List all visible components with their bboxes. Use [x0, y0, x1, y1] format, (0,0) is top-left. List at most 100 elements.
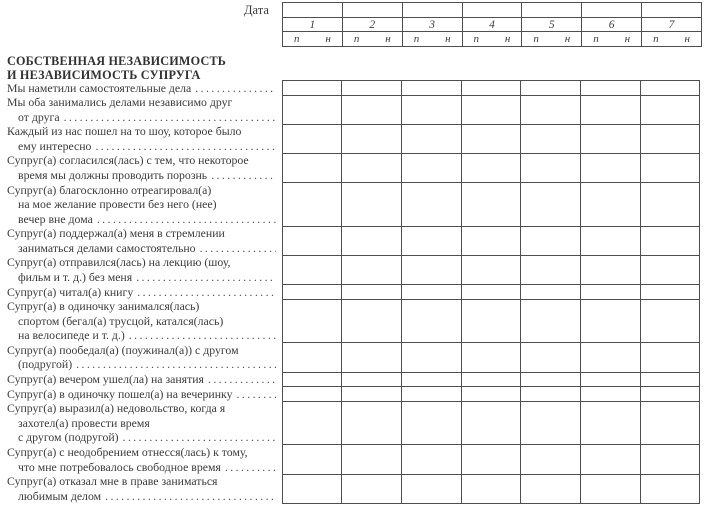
score-cell	[520, 225, 582, 256]
score-cell	[580, 342, 641, 373]
score-cell	[460, 123, 522, 154]
item-row: Супруг(а) отправился(лась) на лекцию (шо…	[5, 254, 701, 286]
item-label-text: Супруг(а) с неодобрением отнесся(лась) к…	[7, 444, 248, 459]
p-subcolumn-label: п	[413, 33, 420, 45]
score-cell	[460, 371, 522, 388]
section-title: СОБСТВЕННАЯ НЕЗАВИСИМОСТЬ И НЕЗАВИСИМОСТ…	[7, 54, 227, 82]
date-entry-cell	[282, 2, 343, 18]
item-label-line: от друга	[5, 110, 282, 125]
score-cell	[460, 284, 522, 300]
item-label-text: Супруг(а) выразил(а) недовольство, когда…	[7, 401, 226, 416]
score-cell	[580, 254, 641, 286]
item-label-line: время мы должны проводить порознь	[5, 168, 282, 183]
score-cell	[400, 152, 462, 184]
dot-leader	[211, 168, 275, 183]
date-entry-cell	[341, 2, 403, 18]
score-cell	[520, 342, 582, 373]
score-cell	[639, 284, 701, 300]
date-entry-cell	[521, 2, 583, 18]
section-title-line-2: И НЕЗАВИСИМОСТЬ СУПРУГА	[7, 67, 201, 82]
item-label-text: любимым делом	[18, 488, 102, 503]
day-number-cell: 6	[581, 17, 643, 32]
score-cell	[400, 225, 462, 256]
score-cell	[460, 152, 522, 184]
date-entry-cell	[401, 2, 463, 18]
score-cell	[400, 342, 462, 373]
day-number-cell: 2	[341, 17, 403, 32]
items-grid: Мы наметили самостоятельные делаМы оба з…	[5, 80, 701, 504]
item-row: Супруг(а) вечером ушел(ла) на занятия	[5, 371, 701, 388]
score-cell	[639, 400, 701, 446]
item-row: Супруг(а) в одиночку пошел(а) на вечерин…	[5, 386, 701, 402]
score-cell	[281, 225, 343, 256]
score-cell	[639, 386, 701, 402]
item-label-line: что мне потребовалось свободное время	[5, 460, 282, 475]
date-entry-cell	[581, 2, 643, 18]
item-label-text: что мне потребовалось свободное время	[18, 459, 221, 474]
item-label-text: Супруг(а) пообедал(а) (поужинал(а)) с др…	[7, 342, 239, 357]
score-cell	[639, 225, 701, 256]
date-entry-cell	[641, 2, 702, 18]
date-label: Дата	[244, 3, 269, 17]
item-label-line: Супруг(а) согласился(лась) с тем, что не…	[5, 153, 282, 168]
score-cell	[520, 386, 582, 402]
score-cell	[639, 473, 701, 504]
item-label-line: Супруг(а) отказал мне в праве заниматься	[5, 474, 282, 489]
item-row: Супруг(а) выразил(а) недовольство, когда…	[5, 400, 701, 446]
item-label-line: Мы оба занимались делами независимо друг	[5, 95, 282, 110]
item-label-text: время мы должны проводить порознь	[18, 167, 208, 182]
n-subcolumn-label: н	[504, 33, 511, 45]
item-label-text: Супруг(а) отправился(лась) на лекцию (шо…	[7, 255, 231, 270]
score-cell	[400, 254, 462, 286]
day-number-cell: 5	[521, 17, 583, 32]
score-cell	[281, 80, 343, 96]
item-label-line: Супруг(а) выразил(а) недовольство, когда…	[5, 401, 282, 416]
item-label-cell: Супруг(а) читал(а) книгу	[5, 285, 282, 300]
score-cell	[341, 444, 402, 475]
item-row: Каждый из нас пошел на то шоу, которое б…	[5, 123, 701, 154]
item-label-line: Супруг(а) в одиночку пошел(а) на вечерин…	[5, 387, 282, 402]
item-label-text: заниматься делами самостоятельно	[18, 240, 196, 255]
score-cell	[400, 298, 462, 344]
item-label-cell: Супруг(а) вечером ушел(ла) на занятия	[5, 372, 282, 387]
day-number-cell: 3	[401, 17, 463, 32]
score-cell	[281, 473, 343, 504]
p-subcolumn-label: п	[593, 33, 599, 45]
item-label-cell: Супруг(а) выразил(а) недовольство, когда…	[5, 401, 282, 445]
item-label-text: Мы наметили самостоятельные дела	[7, 80, 192, 95]
item-label-text: с другом (подругой)	[18, 430, 119, 445]
item-label-line: заниматься делами самостоятельно	[5, 241, 282, 256]
item-row: Супруг(а) согласился(лась) с тем, что не…	[5, 152, 701, 184]
score-cell	[580, 371, 641, 388]
score-cell	[639, 80, 701, 96]
item-label-line: любимым делом	[5, 489, 282, 504]
item-row: Супруг(а) отказал мне в праве заниматься…	[5, 473, 701, 504]
dot-leader	[195, 81, 275, 96]
item-label-line: фильм и т. д.) без меня	[5, 270, 282, 285]
score-cell	[400, 371, 462, 388]
score-cell	[341, 371, 402, 388]
item-label-line: Супруг(а) пообедал(а) (поужинал(а)) с др…	[5, 343, 282, 358]
dot-leader	[137, 285, 275, 300]
item-row: Супруг(а) пообедал(а) (поужинал(а)) с др…	[5, 342, 701, 373]
item-label-text: Супруг(а) благосклонно отреагировал(а)	[7, 182, 212, 197]
score-cell	[580, 400, 641, 446]
score-cell	[460, 80, 522, 96]
score-cell	[639, 123, 701, 154]
score-cell	[341, 94, 402, 125]
score-cell	[460, 298, 522, 344]
day-number-cell: 4	[461, 17, 523, 32]
section-title-line-1: СОБСТВЕННАЯ НЕЗАВИСИМОСТЬ	[7, 54, 227, 68]
dot-leader	[225, 460, 276, 475]
score-cell	[341, 80, 402, 96]
item-row: Супруг(а) с неодобрением отнесся(лась) к…	[5, 444, 701, 475]
score-cell	[639, 371, 701, 388]
item-label-cell: Супруг(а) согласился(лась) с тем, что не…	[5, 153, 282, 182]
item-label-cell: Супруг(а) поддержал(а) меня в стремлении…	[5, 226, 282, 255]
score-cell	[281, 444, 343, 475]
item-label-text: Супруг(а) читал(а) книгу	[7, 284, 134, 299]
score-cell	[400, 80, 462, 96]
dot-leader	[105, 489, 275, 504]
item-label-line: спортом (бегал(а) трусцой, катался(лась)	[5, 314, 282, 329]
